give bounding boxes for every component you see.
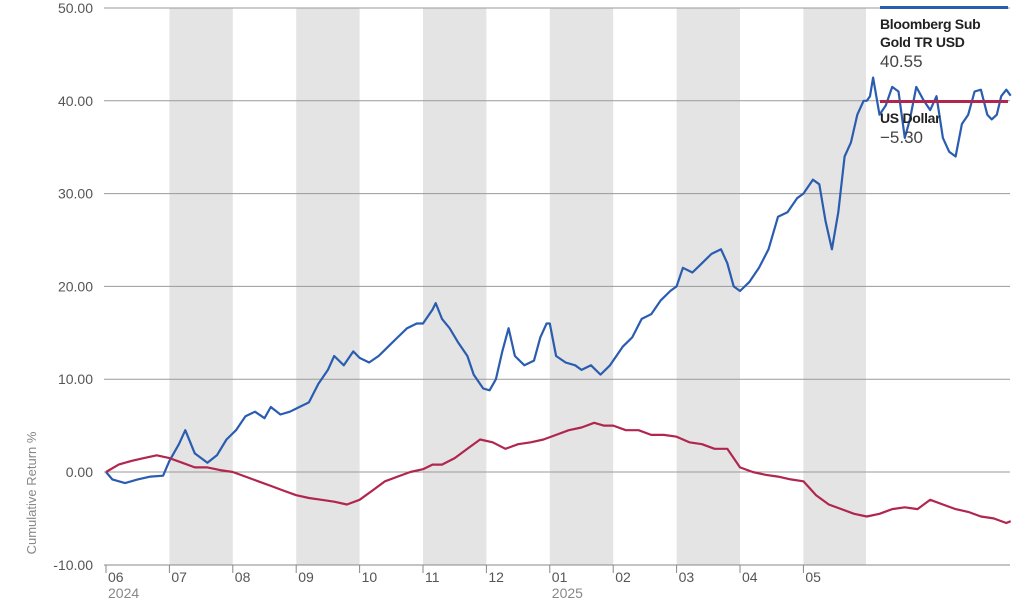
x-tick-label: 04 — [742, 569, 758, 585]
x-tick-year-label: 2025 — [552, 585, 583, 601]
y-tick-label: 50.00 — [58, 0, 93, 16]
legend-value-gold: 40.55 — [880, 52, 923, 71]
x-tick-label: 03 — [679, 569, 695, 585]
x-tick-label: 01 — [552, 569, 568, 585]
y-tick-label: 10.00 — [58, 371, 93, 387]
y-axis-tick-labels: 50.00 40.00 30.00 20.00 10.00 0.00 -10.00 — [53, 0, 93, 573]
x-tick-label: 02 — [615, 569, 631, 585]
series-lines — [105, 76, 1012, 525]
legend-label-usd: US Dollar — [880, 110, 941, 126]
y-axis-title: Cumulative Return % — [24, 431, 39, 554]
y-tick-label: 30.00 — [58, 186, 93, 202]
legend-value-usd: −5.30 — [880, 128, 924, 147]
x-tick-year-label: 2024 — [108, 585, 139, 601]
x-tick-label: 06 — [108, 569, 124, 585]
x-tick-label: 08 — [235, 569, 251, 585]
series-line-gold — [105, 76, 1012, 485]
horizontal-gridlines — [104, 7, 1010, 473]
legend-swatch-gold — [880, 6, 1008, 9]
x-tick-label: 09 — [298, 569, 314, 585]
x-tick-label: 05 — [805, 569, 821, 585]
legend-entry-usd: US Dollar −5.30 — [880, 100, 1010, 149]
legend-swatch-usd — [880, 100, 1008, 103]
y-tick-label: 40.00 — [58, 93, 93, 109]
legend-entry-gold: Bloomberg Sub Gold TR USD 40.55 — [880, 6, 1010, 73]
legend-label-gold: Bloomberg Sub Gold TR USD — [880, 16, 981, 50]
series-line-usd — [105, 421, 1012, 525]
x-tick-label: 10 — [362, 569, 378, 585]
x-tick-label: 11 — [425, 569, 440, 585]
y-tick-label: 20.00 — [58, 278, 93, 294]
x-tick-label: 12 — [488, 569, 504, 585]
x-tick-label: 07 — [171, 569, 187, 585]
y-tick-label: 0.00 — [66, 464, 93, 480]
y-tick-label: -10.00 — [53, 557, 93, 573]
